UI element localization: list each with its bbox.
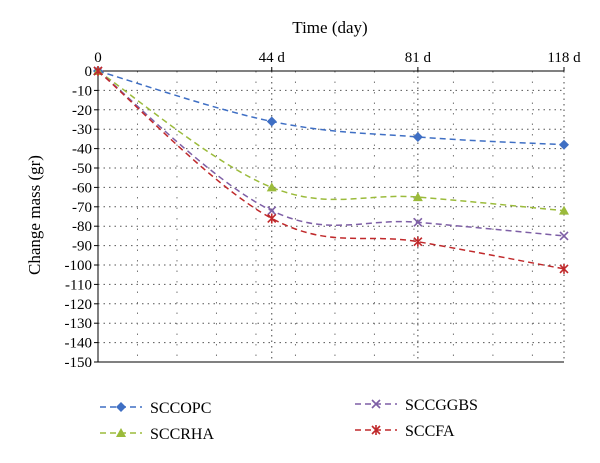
data-point-sccfa	[93, 66, 103, 76]
legend-label-sccopc: SCCOPC	[150, 400, 211, 417]
data-point-sccggbs	[413, 217, 423, 227]
data-point-sccrha	[559, 205, 569, 215]
legend-label-sccfa: SCCFA	[405, 423, 455, 440]
x-tick-label: 44 d	[259, 50, 286, 66]
series-sccggbs	[93, 66, 569, 241]
series-line-sccopc	[97, 70, 565, 146]
legend-marker-sccfa	[371, 425, 381, 435]
y-tick-labels: 0 -10 -20 -30 -40 -50 -60 -70 -80 -90 -100 -110 -120…	[65, 64, 93, 371]
y-tick-label: -90	[72, 239, 92, 255]
y-tick-label: -60	[72, 180, 92, 196]
data-point-sccopc	[266, 116, 277, 127]
x-axis-title: Time (day)	[292, 18, 367, 37]
grid-lines	[98, 70, 565, 362]
y-tick-label: -70	[72, 200, 92, 216]
legend-marker-sccrha	[116, 428, 126, 437]
y-tick-label: -130	[65, 316, 93, 332]
series-group	[93, 66, 569, 274]
x-tick-label: 0	[94, 50, 102, 66]
y-tick-label: -20	[72, 103, 92, 119]
y-tick-label: -50	[72, 161, 92, 177]
series-sccopc	[93, 66, 569, 150]
y-tick-label: -120	[65, 297, 93, 313]
series-line-sccrha	[97, 70, 565, 212]
series-sccfa	[93, 66, 569, 274]
data-point-sccopc	[559, 139, 569, 150]
y-tick-label: -140	[65, 336, 93, 352]
series-line-sccfa	[97, 70, 565, 270]
legend-marker-sccopc	[116, 402, 126, 412]
y-tick-label: 0	[85, 64, 93, 80]
x-tick-label: 118 d	[547, 50, 581, 66]
data-point-sccfa	[267, 213, 277, 224]
y-tick-label: -80	[72, 219, 92, 235]
series-line-sccggbs	[97, 70, 565, 237]
legend-item-sccggbs: SCCGGBS	[355, 397, 478, 414]
x-tick-label: 81 d	[405, 50, 432, 66]
axes	[94, 67, 565, 363]
data-point-sccrha	[412, 192, 423, 202]
data-point-sccfa	[413, 236, 423, 247]
y-tick-label: -30	[72, 122, 92, 138]
series-sccrha	[93, 66, 569, 215]
legend-item-sccfa: SCCFA	[355, 423, 455, 440]
y-tick-label: -10	[72, 83, 92, 99]
data-point-sccfa	[559, 263, 569, 274]
data-point-sccggbs	[267, 206, 277, 216]
y-tick-label: -110	[65, 277, 92, 293]
legend: SCCOPC SCCRHA SCCGGBS SCCFA	[100, 397, 478, 443]
legend-marker-sccggbs	[371, 399, 381, 409]
legend-item-sccrha: SCCRHA	[100, 426, 214, 443]
y-tick-label: -40	[72, 142, 92, 158]
data-point-sccopc	[412, 131, 423, 142]
y-axis-title: Change mass (gr)	[25, 155, 44, 275]
data-point-sccggbs	[559, 231, 569, 241]
x-tick-labels: 0 44 d 81 d 118 d	[94, 50, 581, 66]
legend-item-sccopc: SCCOPC	[100, 400, 211, 417]
legend-label-sccrha: SCCRHA	[150, 426, 214, 443]
data-point-sccrha	[266, 182, 277, 192]
y-tick-label: -150	[65, 355, 93, 371]
legend-label-sccggbs: SCCGGBS	[405, 397, 478, 414]
y-tick-label: -100	[65, 258, 93, 274]
